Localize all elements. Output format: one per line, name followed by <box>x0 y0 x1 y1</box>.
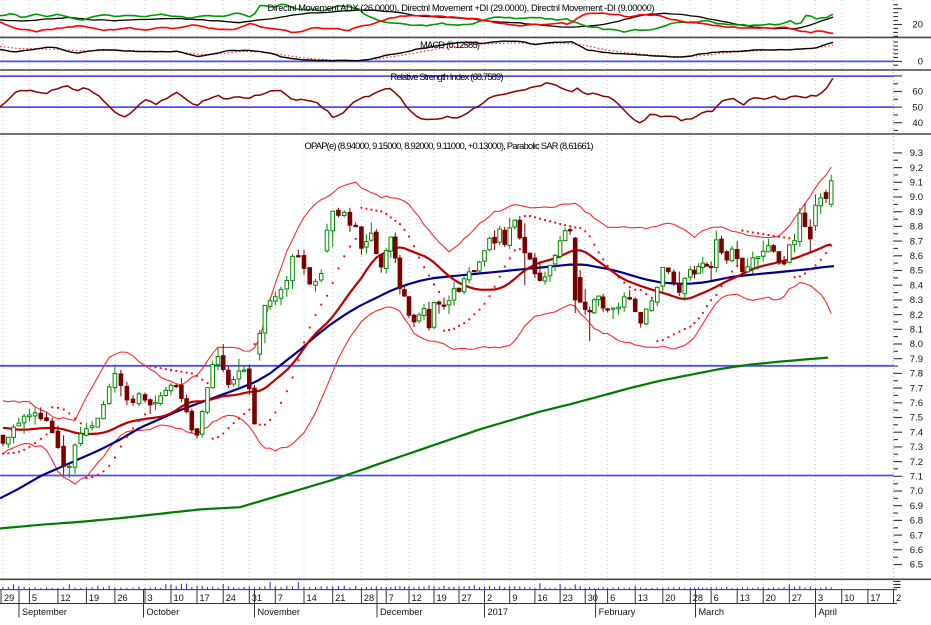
svg-text:7.1: 7.1 <box>910 472 923 483</box>
svg-text:60: 60 <box>912 87 923 98</box>
svg-text:6.5: 6.5 <box>910 560 923 571</box>
svg-text:8.6: 8.6 <box>910 251 923 262</box>
svg-text:7.3: 7.3 <box>910 442 923 453</box>
svg-text:19: 19 <box>89 593 99 603</box>
svg-text:24: 24 <box>226 593 236 603</box>
svg-text:September: September <box>22 607 67 617</box>
svg-text:9: 9 <box>512 593 517 603</box>
svg-text:12: 12 <box>412 593 422 603</box>
svg-text:8.0: 8.0 <box>910 339 923 350</box>
svg-text:9.1: 9.1 <box>910 178 923 189</box>
svg-text:26: 26 <box>117 593 127 603</box>
svg-text:9.2: 9.2 <box>910 163 923 174</box>
svg-text:9.3: 9.3 <box>910 148 923 159</box>
svg-text:7.7: 7.7 <box>910 383 923 394</box>
svg-text:7.2: 7.2 <box>910 457 923 468</box>
svg-text:5: 5 <box>32 593 37 603</box>
svg-text:3: 3 <box>818 593 823 603</box>
svg-text:7.9: 7.9 <box>910 354 923 365</box>
svg-text:March: March <box>699 607 725 617</box>
svg-text:6.6: 6.6 <box>910 545 923 556</box>
svg-text:40: 40 <box>912 118 923 129</box>
svg-text:2017: 2017 <box>488 607 508 617</box>
svg-text:April: April <box>819 607 837 617</box>
svg-text:12: 12 <box>60 593 70 603</box>
svg-text:7: 7 <box>389 593 394 603</box>
svg-text:OPAP(e) (8.94000, 9.15000, 8.9: OPAP(e) (8.94000, 9.15000, 8.92000, 9.11… <box>305 141 594 151</box>
svg-text:8.7: 8.7 <box>910 236 923 247</box>
svg-text:7.5: 7.5 <box>910 413 923 424</box>
svg-text:8.8: 8.8 <box>910 222 923 233</box>
svg-text:2: 2 <box>896 593 901 603</box>
svg-text:8.5: 8.5 <box>910 266 923 277</box>
svg-text:6.7: 6.7 <box>910 530 923 541</box>
svg-text:17: 17 <box>870 593 880 603</box>
svg-text:Relative Strength Index (68.75: Relative Strength Index (68.7589) <box>391 72 504 82</box>
svg-text:20: 20 <box>766 593 776 603</box>
svg-text:20: 20 <box>912 20 923 31</box>
svg-text:27: 27 <box>792 593 802 603</box>
svg-text:19: 19 <box>437 593 447 603</box>
svg-text:23: 23 <box>563 593 573 603</box>
svg-text:6: 6 <box>610 593 615 603</box>
svg-text:7.8: 7.8 <box>910 369 923 380</box>
svg-text:20: 20 <box>665 593 675 603</box>
svg-text:13: 13 <box>638 593 648 603</box>
svg-text:8.4: 8.4 <box>910 280 923 291</box>
svg-text:28: 28 <box>693 593 703 603</box>
svg-text:October: October <box>147 607 180 617</box>
svg-text:6.9: 6.9 <box>910 501 923 512</box>
svg-text:February: February <box>599 607 636 617</box>
svg-text:8.3: 8.3 <box>910 295 923 306</box>
svg-text:7.6: 7.6 <box>910 398 923 409</box>
svg-text:8.2: 8.2 <box>910 310 923 321</box>
svg-text:7: 7 <box>278 593 283 603</box>
svg-text:27: 27 <box>462 593 472 603</box>
svg-text:7.4: 7.4 <box>910 427 923 438</box>
svg-text:16: 16 <box>537 593 547 603</box>
svg-text:31: 31 <box>252 593 262 603</box>
svg-text:November: November <box>258 607 300 617</box>
svg-text:December: December <box>380 607 422 617</box>
svg-text:21: 21 <box>335 593 345 603</box>
svg-text:MACD (0.12585): MACD (0.12585) <box>420 40 480 50</box>
svg-text:Directnl Movement ADX (26.0000: Directnl Movement ADX (26.0000), Directn… <box>268 3 655 13</box>
svg-text:10: 10 <box>844 593 854 603</box>
svg-text:3: 3 <box>148 593 153 603</box>
svg-text:2: 2 <box>487 593 492 603</box>
svg-text:0: 0 <box>918 57 923 68</box>
svg-text:50: 50 <box>912 102 923 113</box>
svg-text:8.9: 8.9 <box>910 207 923 218</box>
svg-text:7.0: 7.0 <box>910 486 923 497</box>
svg-text:29: 29 <box>4 593 14 603</box>
svg-text:10: 10 <box>174 593 184 603</box>
svg-text:28: 28 <box>364 593 374 603</box>
svg-text:6: 6 <box>714 593 719 603</box>
svg-text:14: 14 <box>307 593 317 603</box>
svg-text:13: 13 <box>740 593 750 603</box>
svg-text:30: 30 <box>588 593 598 603</box>
svg-text:6.8: 6.8 <box>910 516 923 527</box>
svg-text:8.1: 8.1 <box>910 325 923 336</box>
svg-text:9.0: 9.0 <box>910 192 923 203</box>
svg-text:17: 17 <box>200 593 210 603</box>
